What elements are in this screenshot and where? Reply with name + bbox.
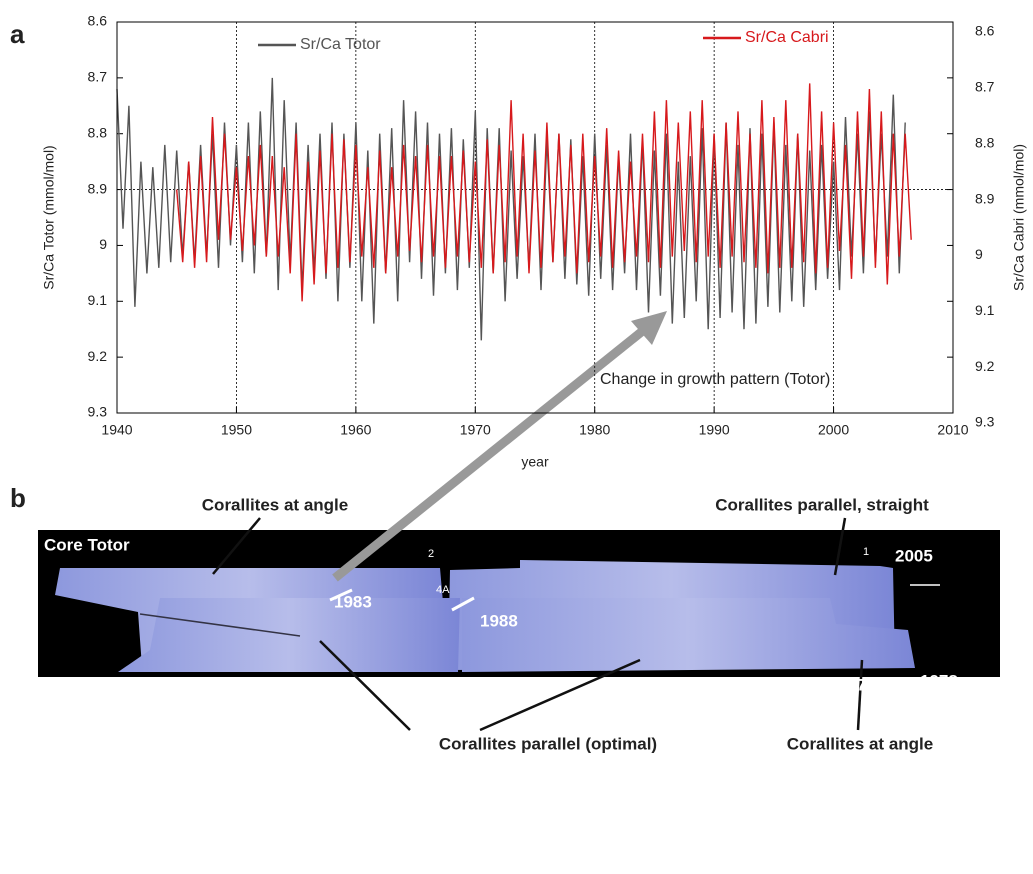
panel-label: b bbox=[10, 483, 26, 513]
y-tick-label: 8.6 bbox=[88, 13, 108, 29]
annotation: Corallites parallel (optimal) bbox=[439, 734, 657, 753]
y-tick-label: 8.7 bbox=[88, 69, 108, 85]
y2-axis-label: Sr/Ca Cabri (mmol/mol) bbox=[1011, 144, 1027, 291]
legend-label: Sr/Ca Totor bbox=[300, 36, 381, 53]
annotation: Corallites at angle bbox=[202, 495, 348, 514]
x-tick-label: 1950 bbox=[221, 422, 252, 438]
x-tick-label: 2010 bbox=[937, 422, 968, 438]
y-tick-label: 9 bbox=[99, 236, 107, 252]
data-line bbox=[176, 83, 912, 302]
panel-label: a bbox=[10, 19, 25, 49]
y2-tick-label: 9 bbox=[975, 246, 983, 262]
year-ticks bbox=[329, 584, 952, 720]
x-tick-label: 1980 bbox=[579, 422, 610, 438]
y2-tick-label: 8.6 bbox=[975, 23, 995, 39]
crack bbox=[139, 613, 301, 637]
y-tick-label: 9.2 bbox=[88, 348, 108, 364]
annotation: Corallites parallel, straight bbox=[715, 495, 929, 514]
year-label: 1975 bbox=[838, 675, 876, 694]
y2-tick-label: 8.9 bbox=[975, 190, 995, 206]
y-axis-label: Sr/Ca Totor (mmol/mol) bbox=[41, 145, 57, 289]
annotation: Corallites at angle bbox=[787, 734, 933, 753]
x-tick-label: 1990 bbox=[699, 422, 730, 438]
year-label: 1983 bbox=[334, 592, 372, 611]
section-label: 1 bbox=[863, 546, 869, 558]
y2-tick-label: 8.7 bbox=[975, 79, 995, 95]
y2-tick-label: 9.3 bbox=[975, 414, 995, 430]
y-tick-label: 8.9 bbox=[88, 180, 108, 196]
section-label: 2 bbox=[428, 548, 434, 560]
leader-lines bbox=[212, 517, 864, 732]
section-label: 3 bbox=[896, 689, 902, 701]
y2-tick-label: 9.1 bbox=[975, 302, 995, 318]
plot: 1940 1950 1960 1970 1980 1990 2000 2010 8.6 8.7 8.… bbox=[41, 13, 1027, 470]
year-label: 2005 bbox=[895, 546, 933, 565]
x-tick-label: 1960 bbox=[340, 422, 371, 438]
section-label: 4A bbox=[436, 584, 450, 596]
year-label: 1978 bbox=[920, 671, 958, 690]
y-tick-label: 9.1 bbox=[88, 292, 108, 308]
y2-tick-label: 9.2 bbox=[975, 358, 995, 374]
plot-frame bbox=[116, 21, 954, 414]
x-axis-label: year bbox=[521, 454, 549, 470]
year-label: 1988 bbox=[480, 611, 518, 630]
pointer-arrow bbox=[332, 321, 653, 582]
y-tick-label: 8.8 bbox=[88, 124, 108, 140]
arrow-head bbox=[631, 311, 667, 345]
core-segment bbox=[462, 598, 915, 672]
annotation: Change in growth pattern (Totor) bbox=[600, 371, 830, 388]
year-label: 1958 bbox=[458, 688, 496, 707]
x-tick-label: 1940 bbox=[101, 422, 132, 438]
core-label: Core Totor bbox=[44, 535, 130, 554]
x-tick-label: 2000 bbox=[818, 422, 849, 438]
y-tick-label: 9.3 bbox=[88, 404, 108, 420]
y2-tick-label: 8.8 bbox=[975, 134, 995, 150]
core-photo bbox=[38, 530, 1000, 677]
x-tick-label: 1970 bbox=[460, 422, 491, 438]
legend-label: Sr/Ca Cabri bbox=[745, 29, 829, 46]
